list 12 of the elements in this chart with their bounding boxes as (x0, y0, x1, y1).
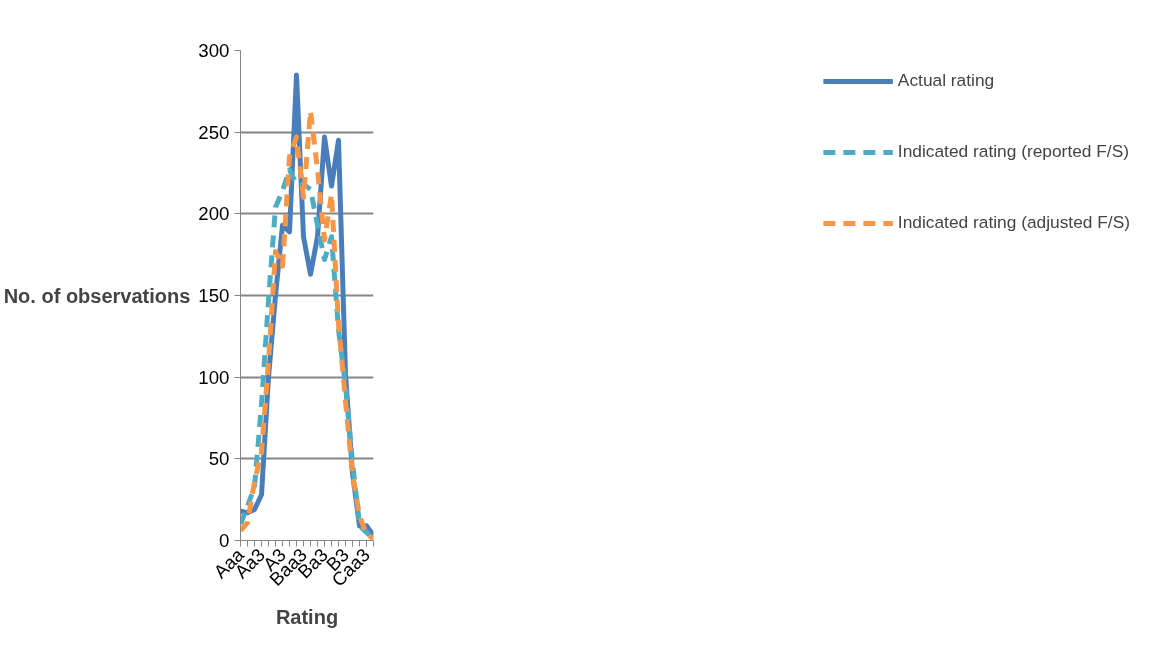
y-tick-label: 0 (219, 530, 230, 551)
y-tick-label: 50 (208, 448, 230, 470)
y-tick-label: 300 (198, 40, 230, 61)
y-tick-label: 200 (198, 203, 230, 225)
legend-label: Indicated rating (adjusted F/S) (897, 212, 1130, 233)
legend-label: Actual rating (897, 70, 995, 91)
y-tick-label: 100 (198, 366, 230, 388)
x-axis-title: Rating (275, 605, 339, 628)
y-tick-label: 250 (198, 121, 230, 143)
legend-label: Indicated rating (reported F/S) (897, 141, 1130, 162)
y-axis-title: No. of observations (3, 284, 191, 307)
y-tick-label: 150 (198, 285, 230, 306)
